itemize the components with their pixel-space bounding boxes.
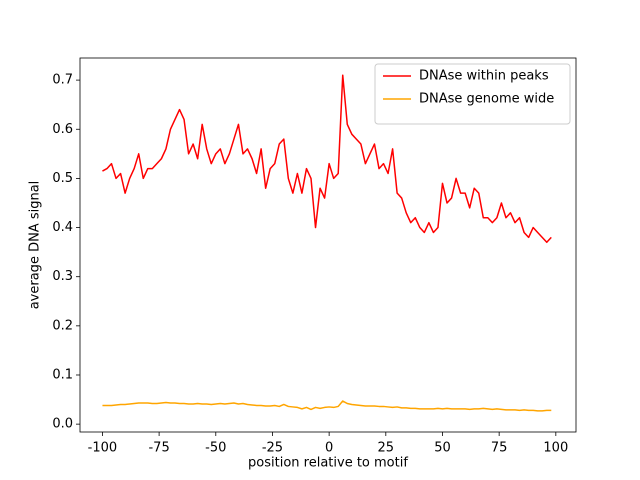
legend-box [374, 63, 571, 125]
legend-label: DNAse genome wide [419, 92, 554, 107]
y-tick-label: 0.3 [52, 269, 73, 284]
data-line [102, 400, 552, 412]
y-axis-label: average DNA signal [28, 181, 43, 310]
y-tick-label: 0.2 [52, 318, 73, 333]
x-tick-label: 25 [378, 441, 395, 456]
y-tick-label: 0.4 [52, 220, 73, 235]
data-line [102, 74, 552, 244]
plot-frame [79, 57, 577, 433]
x-tick-label: -25 [262, 441, 283, 456]
y-tick-label: 0.5 [52, 171, 73, 186]
x-tick-label: -75 [148, 441, 169, 456]
y-tick-label: 0.7 [52, 73, 73, 88]
legend-label: DNAse within peaks [419, 69, 549, 84]
y-tick-label: 0.6 [52, 122, 73, 137]
x-tick-label: -100 [88, 441, 118, 456]
x-tick-label: 0 [325, 441, 333, 456]
y-tick-label: 0.0 [52, 417, 73, 432]
y-tick-label: 0.1 [52, 367, 73, 382]
x-tick-label: -50 [205, 441, 226, 456]
x-tick-label: 75 [491, 441, 508, 456]
x-tick-label: 50 [434, 441, 451, 456]
x-tick-label: 100 [543, 441, 568, 456]
x-axis-label: position relative to motif [248, 456, 408, 471]
